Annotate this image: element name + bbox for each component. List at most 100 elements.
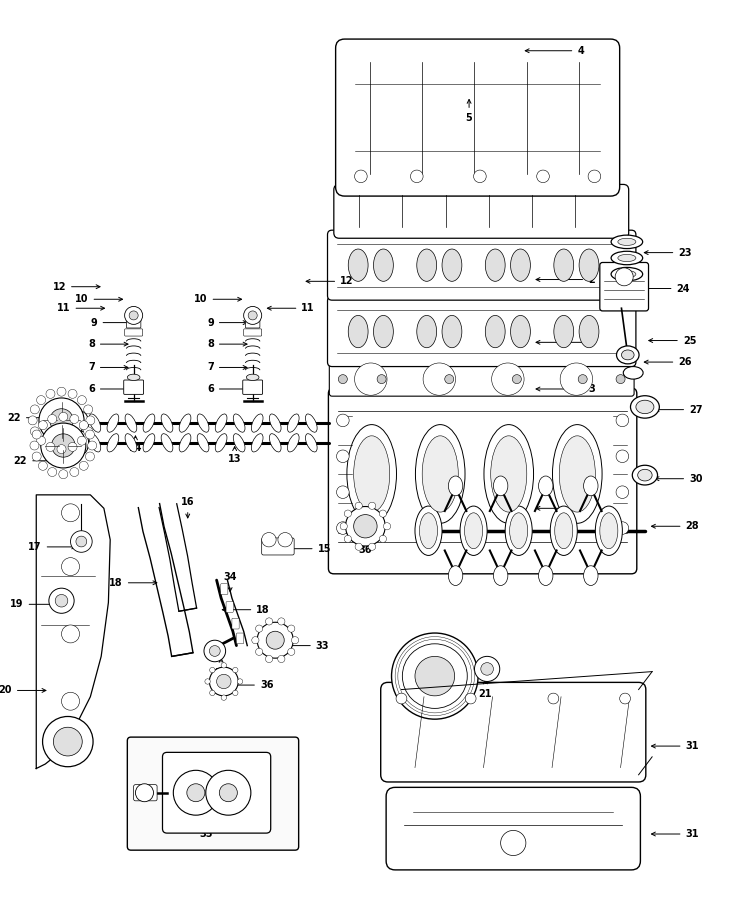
- Ellipse shape: [448, 566, 463, 586]
- Circle shape: [252, 636, 259, 644]
- Circle shape: [80, 420, 88, 429]
- Circle shape: [124, 306, 142, 324]
- Circle shape: [392, 633, 478, 719]
- Circle shape: [221, 662, 226, 668]
- Ellipse shape: [442, 315, 462, 347]
- Ellipse shape: [422, 436, 458, 512]
- Text: 14: 14: [129, 436, 142, 454]
- Text: 16: 16: [181, 497, 194, 518]
- Circle shape: [136, 784, 154, 802]
- Text: 9: 9: [207, 318, 247, 328]
- Circle shape: [43, 716, 93, 767]
- Text: 30: 30: [655, 473, 703, 483]
- Text: 21: 21: [478, 680, 492, 699]
- Circle shape: [368, 544, 376, 550]
- Circle shape: [217, 674, 231, 688]
- Circle shape: [210, 668, 215, 673]
- Circle shape: [346, 507, 386, 546]
- Text: 2: 2: [536, 274, 595, 284]
- Circle shape: [383, 523, 391, 530]
- Ellipse shape: [579, 249, 599, 282]
- Ellipse shape: [611, 235, 643, 248]
- Circle shape: [615, 268, 633, 286]
- Text: 3: 3: [536, 384, 595, 394]
- Text: 18: 18: [110, 578, 157, 588]
- FancyBboxPatch shape: [244, 328, 262, 336]
- Circle shape: [46, 390, 55, 399]
- Circle shape: [423, 363, 455, 395]
- Ellipse shape: [417, 249, 436, 282]
- Text: 26: 26: [644, 357, 692, 367]
- Circle shape: [204, 640, 226, 662]
- Text: 23: 23: [644, 248, 692, 257]
- Circle shape: [266, 617, 273, 625]
- Circle shape: [355, 170, 368, 183]
- Circle shape: [50, 409, 74, 432]
- Circle shape: [57, 387, 66, 396]
- FancyBboxPatch shape: [243, 380, 262, 394]
- Circle shape: [512, 374, 521, 383]
- Circle shape: [80, 462, 88, 471]
- Circle shape: [288, 648, 295, 655]
- Circle shape: [344, 510, 352, 518]
- Ellipse shape: [354, 436, 390, 512]
- Ellipse shape: [215, 434, 227, 452]
- Ellipse shape: [442, 249, 462, 282]
- FancyBboxPatch shape: [124, 328, 142, 336]
- Circle shape: [86, 430, 94, 439]
- Circle shape: [473, 170, 486, 183]
- Ellipse shape: [347, 425, 397, 523]
- Circle shape: [278, 655, 285, 662]
- Circle shape: [56, 595, 68, 607]
- Ellipse shape: [143, 434, 154, 452]
- Ellipse shape: [538, 566, 553, 586]
- Circle shape: [187, 784, 205, 802]
- Circle shape: [88, 441, 97, 450]
- FancyBboxPatch shape: [381, 682, 646, 782]
- Ellipse shape: [197, 414, 209, 432]
- Circle shape: [70, 415, 79, 424]
- Circle shape: [70, 468, 79, 476]
- Circle shape: [256, 648, 262, 655]
- FancyBboxPatch shape: [134, 785, 157, 801]
- Circle shape: [355, 502, 362, 509]
- Circle shape: [396, 693, 406, 704]
- Circle shape: [380, 536, 386, 543]
- Circle shape: [288, 625, 295, 632]
- Circle shape: [173, 770, 218, 815]
- Circle shape: [415, 656, 454, 696]
- Ellipse shape: [596, 506, 622, 555]
- Text: 9: 9: [91, 318, 131, 328]
- Circle shape: [32, 430, 41, 439]
- Ellipse shape: [510, 513, 528, 549]
- Circle shape: [68, 443, 77, 452]
- Text: 22: 22: [8, 413, 55, 423]
- Text: 29: 29: [428, 698, 442, 717]
- Ellipse shape: [553, 425, 602, 523]
- Circle shape: [616, 414, 628, 427]
- Circle shape: [337, 486, 350, 499]
- Ellipse shape: [623, 366, 643, 379]
- Circle shape: [368, 502, 376, 509]
- Ellipse shape: [348, 249, 368, 282]
- Ellipse shape: [107, 414, 118, 432]
- Circle shape: [62, 504, 80, 522]
- FancyBboxPatch shape: [328, 230, 636, 301]
- Circle shape: [292, 636, 298, 644]
- Circle shape: [30, 405, 39, 414]
- Text: 18: 18: [222, 605, 270, 615]
- Circle shape: [620, 693, 631, 704]
- Text: 17: 17: [28, 542, 76, 552]
- Ellipse shape: [246, 374, 259, 381]
- Circle shape: [340, 523, 347, 530]
- Ellipse shape: [618, 255, 636, 262]
- Circle shape: [491, 363, 524, 395]
- Ellipse shape: [251, 414, 263, 432]
- Text: 10: 10: [194, 294, 242, 304]
- Text: 22: 22: [13, 455, 58, 466]
- Text: 32: 32: [214, 659, 228, 678]
- Circle shape: [49, 589, 74, 613]
- Circle shape: [206, 770, 251, 815]
- Circle shape: [355, 544, 362, 550]
- Circle shape: [205, 679, 210, 684]
